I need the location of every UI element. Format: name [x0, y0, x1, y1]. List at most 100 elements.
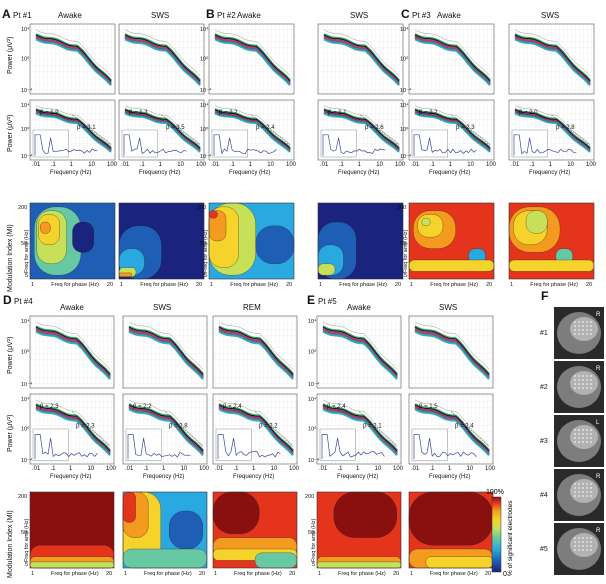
beta-high-label: β = 2.2 — [259, 424, 278, 430]
freq-phase-label: Freq for phase (Hz) — [234, 571, 282, 577]
electrode-dot — [590, 333, 592, 335]
electrode-dot — [590, 325, 592, 327]
beta-high-label: β = 2.4 — [256, 125, 275, 131]
panel-letter: C — [401, 7, 410, 21]
plot-frame — [409, 316, 493, 388]
phase-tick: 1 — [31, 571, 34, 577]
electrode-dot — [586, 541, 588, 543]
phase-tick: 1 — [410, 282, 413, 288]
heatmap-contour — [409, 492, 493, 545]
heatmap-contour — [317, 562, 401, 568]
electrode-dot — [582, 325, 584, 327]
heatmap-contour — [526, 211, 547, 234]
mi-heatmap-sws_a: 1 20Freq for phase (Hz) — [119, 203, 204, 288]
inset-frame — [126, 429, 161, 461]
state-label-sws: SWS — [439, 303, 457, 312]
electrode-dot — [574, 483, 576, 485]
xtick-label: 1 — [356, 466, 360, 472]
electrode-dot — [574, 325, 576, 327]
electrode-dot — [590, 437, 592, 439]
phase-tick: 1 — [210, 282, 213, 288]
spectrum-plot-A-1-fit: β = 1.3 β = 3.5 — [119, 100, 204, 160]
electrode-dot — [574, 433, 576, 435]
xtick-label: 10 — [181, 466, 188, 472]
spectrum-plot-D-0-raw: 10⁴ 10⁰ 10⁻⁴ — [21, 316, 114, 388]
xtick-label: 10 — [376, 162, 383, 168]
xtick-label: .1 — [51, 466, 57, 472]
xtick-label: 1 — [252, 466, 256, 472]
xtick-label: .1 — [430, 162, 436, 168]
xtick-label: .1 — [234, 466, 240, 472]
ytick: 10⁰ — [308, 425, 317, 432]
ytick: 10⁰ — [308, 348, 317, 355]
mi-heatmap-awake_a: 200 50 5Freq for amp (Hz) 1 20 Freq for phase… — [18, 203, 115, 288]
freq-phase-label: Freq for phase (Hz) — [144, 571, 192, 577]
state-label-awake: Awake — [347, 303, 371, 312]
xtick-label: .1 — [430, 466, 436, 472]
xtick-label: .01 — [211, 162, 220, 168]
frequency-axis-label: Frequency (Hz) — [50, 474, 91, 480]
ytick: 10⁴ — [21, 102, 30, 109]
phase-tick: 20 — [107, 282, 113, 288]
xtick-label: 1 — [162, 466, 166, 472]
mi-heatmap-dark_e: 200505Freq for amp (Hz)1 20Freq for phase… — [305, 492, 401, 577]
xtick-label: .01 — [511, 162, 520, 168]
electrode-dot — [578, 387, 580, 389]
ytick: 10⁰ — [200, 55, 209, 62]
phase-tick: 1 — [319, 282, 322, 288]
electrode-dot — [586, 379, 588, 381]
ytick: 10⁴ — [200, 26, 209, 33]
electrode-grid — [570, 425, 598, 449]
spectrum-plot-D-2-raw — [213, 316, 297, 388]
ytick: 10⁰ — [400, 55, 409, 62]
xray-side-label: R — [596, 366, 601, 372]
phase-tick: 1 — [318, 571, 321, 577]
xtick-label: 100 — [395, 162, 406, 168]
inset-frame — [33, 429, 68, 461]
inset-frame — [412, 429, 447, 461]
xtick-label: .01 — [125, 466, 134, 472]
ytick: 10⁴ — [308, 396, 317, 403]
freq-phase-label: Freq for phase (Hz) — [338, 571, 386, 577]
electrode-dot — [582, 329, 584, 331]
panel-letter: A — [2, 7, 11, 21]
xtick-label: 1 — [70, 162, 74, 168]
spectrum-plot-B-1-fit: β = 1.1β = 2.6 — [318, 100, 403, 160]
beta-high-label: β = 2.3 — [456, 125, 475, 131]
mi-heatmap-rem_d: 1 20Freq for phase (Hz) — [213, 492, 297, 577]
electrode-dot — [578, 437, 580, 439]
xtick-label: 1 — [159, 162, 163, 168]
electrode-dot — [578, 433, 580, 435]
xtick-label: 10 — [88, 162, 95, 168]
beta-low-label: β = 1.1 — [328, 110, 347, 116]
freq-phase-label: Freq for phase (Hz) — [230, 282, 278, 288]
xtick-label: 1 — [549, 162, 553, 168]
electrode-dot — [590, 491, 592, 493]
xtick-label: 10 — [375, 466, 382, 472]
frequency-axis-label: Frequency (Hz) — [529, 170, 570, 176]
xtick-label: .01 — [32, 466, 41, 472]
electrode-dot — [574, 491, 576, 493]
spectrum-plot-A-0-fit: β = 1.9β = 3.110⁴10⁰10⁻⁴ — [21, 100, 115, 160]
electrode-dot — [586, 491, 588, 493]
heatmap-contour — [318, 264, 335, 275]
xtick-label: 100 — [196, 162, 207, 168]
mi-axis-label: Modulation Index (MI) — [7, 510, 14, 578]
beta-high-label: β = 2.3 — [76, 424, 95, 430]
ytick: 10⁻⁴ — [21, 457, 33, 464]
electrode-dot — [574, 549, 576, 551]
state-label-awake: Awake — [58, 11, 82, 20]
xray-id-label: #3 — [540, 438, 548, 445]
state-label-awake: Awake — [60, 303, 84, 312]
electrode-dot — [578, 487, 580, 489]
electrode-dot — [590, 329, 592, 331]
xtick-label: .1 — [339, 162, 345, 168]
panel-letter: D — [3, 293, 12, 307]
phase-tick: 1 — [120, 282, 123, 288]
electrode-dot — [586, 437, 588, 439]
electrode-dot — [574, 441, 576, 443]
mi-heatmap-hot_c: 200505Freq for amp (Hz)1 20Freq for phase… — [397, 203, 494, 288]
electrode-dot — [586, 537, 588, 539]
ytick: 10⁻⁴ — [400, 153, 412, 160]
electrode-dot — [586, 333, 588, 335]
